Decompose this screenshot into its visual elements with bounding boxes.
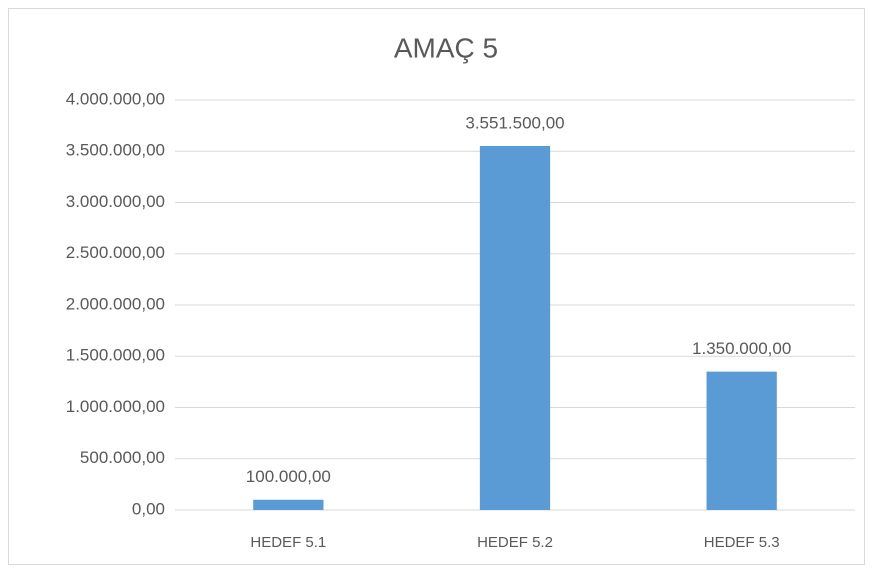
data-label: 100.000,00 (246, 467, 331, 486)
y-tick-label: 4.000.000,00 (66, 89, 165, 108)
x-tick-label: HEDEF 5.2 (477, 534, 553, 551)
y-tick-label: 500.000,00 (80, 448, 165, 467)
bar (253, 499, 324, 510)
bar (706, 371, 777, 510)
data-label: 1.350.000,00 (692, 339, 791, 358)
y-tick-label: 1.500.000,00 (66, 346, 165, 365)
bar (479, 145, 551, 510)
y-tick-label: 2.000.000,00 (66, 294, 165, 313)
y-tick-label: 3.000.000,00 (66, 192, 165, 211)
data-label: 3.551.500,00 (465, 113, 564, 132)
x-tick-label: HEDEF 5.3 (704, 534, 780, 551)
chart-title: AMAÇ 5 (394, 32, 498, 63)
x-tick-label: HEDEF 5.1 (250, 534, 326, 551)
y-tick-label: 3.500.000,00 (66, 141, 165, 160)
y-tick-label: 0,00 (132, 499, 165, 518)
y-tick-label: 1.000.000,00 (66, 397, 165, 416)
y-tick-label: 2.500.000,00 (66, 243, 165, 262)
